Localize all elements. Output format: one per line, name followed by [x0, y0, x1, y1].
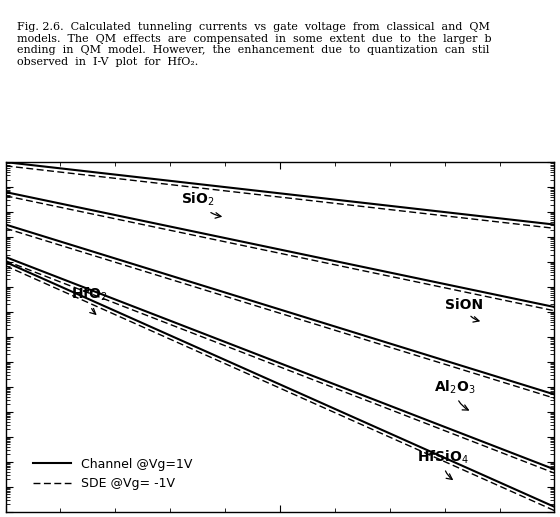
Text: Al$_2$O$_3$: Al$_2$O$_3$ — [433, 378, 475, 410]
Text: Fig. 2.6.  Calculated  tunneling  currents  vs  gate  voltage  from  classical  : Fig. 2.6. Calculated tunneling currents … — [17, 22, 491, 67]
Text: SiO$_2$: SiO$_2$ — [181, 191, 221, 218]
Text: HfO$_2$: HfO$_2$ — [72, 286, 108, 314]
Text: HfSiO$_4$: HfSiO$_4$ — [417, 448, 469, 479]
Text: SiON: SiON — [445, 297, 483, 322]
Legend: Channel @Vg=1V, SDE @Vg= -1V: Channel @Vg=1V, SDE @Vg= -1V — [29, 453, 197, 495]
